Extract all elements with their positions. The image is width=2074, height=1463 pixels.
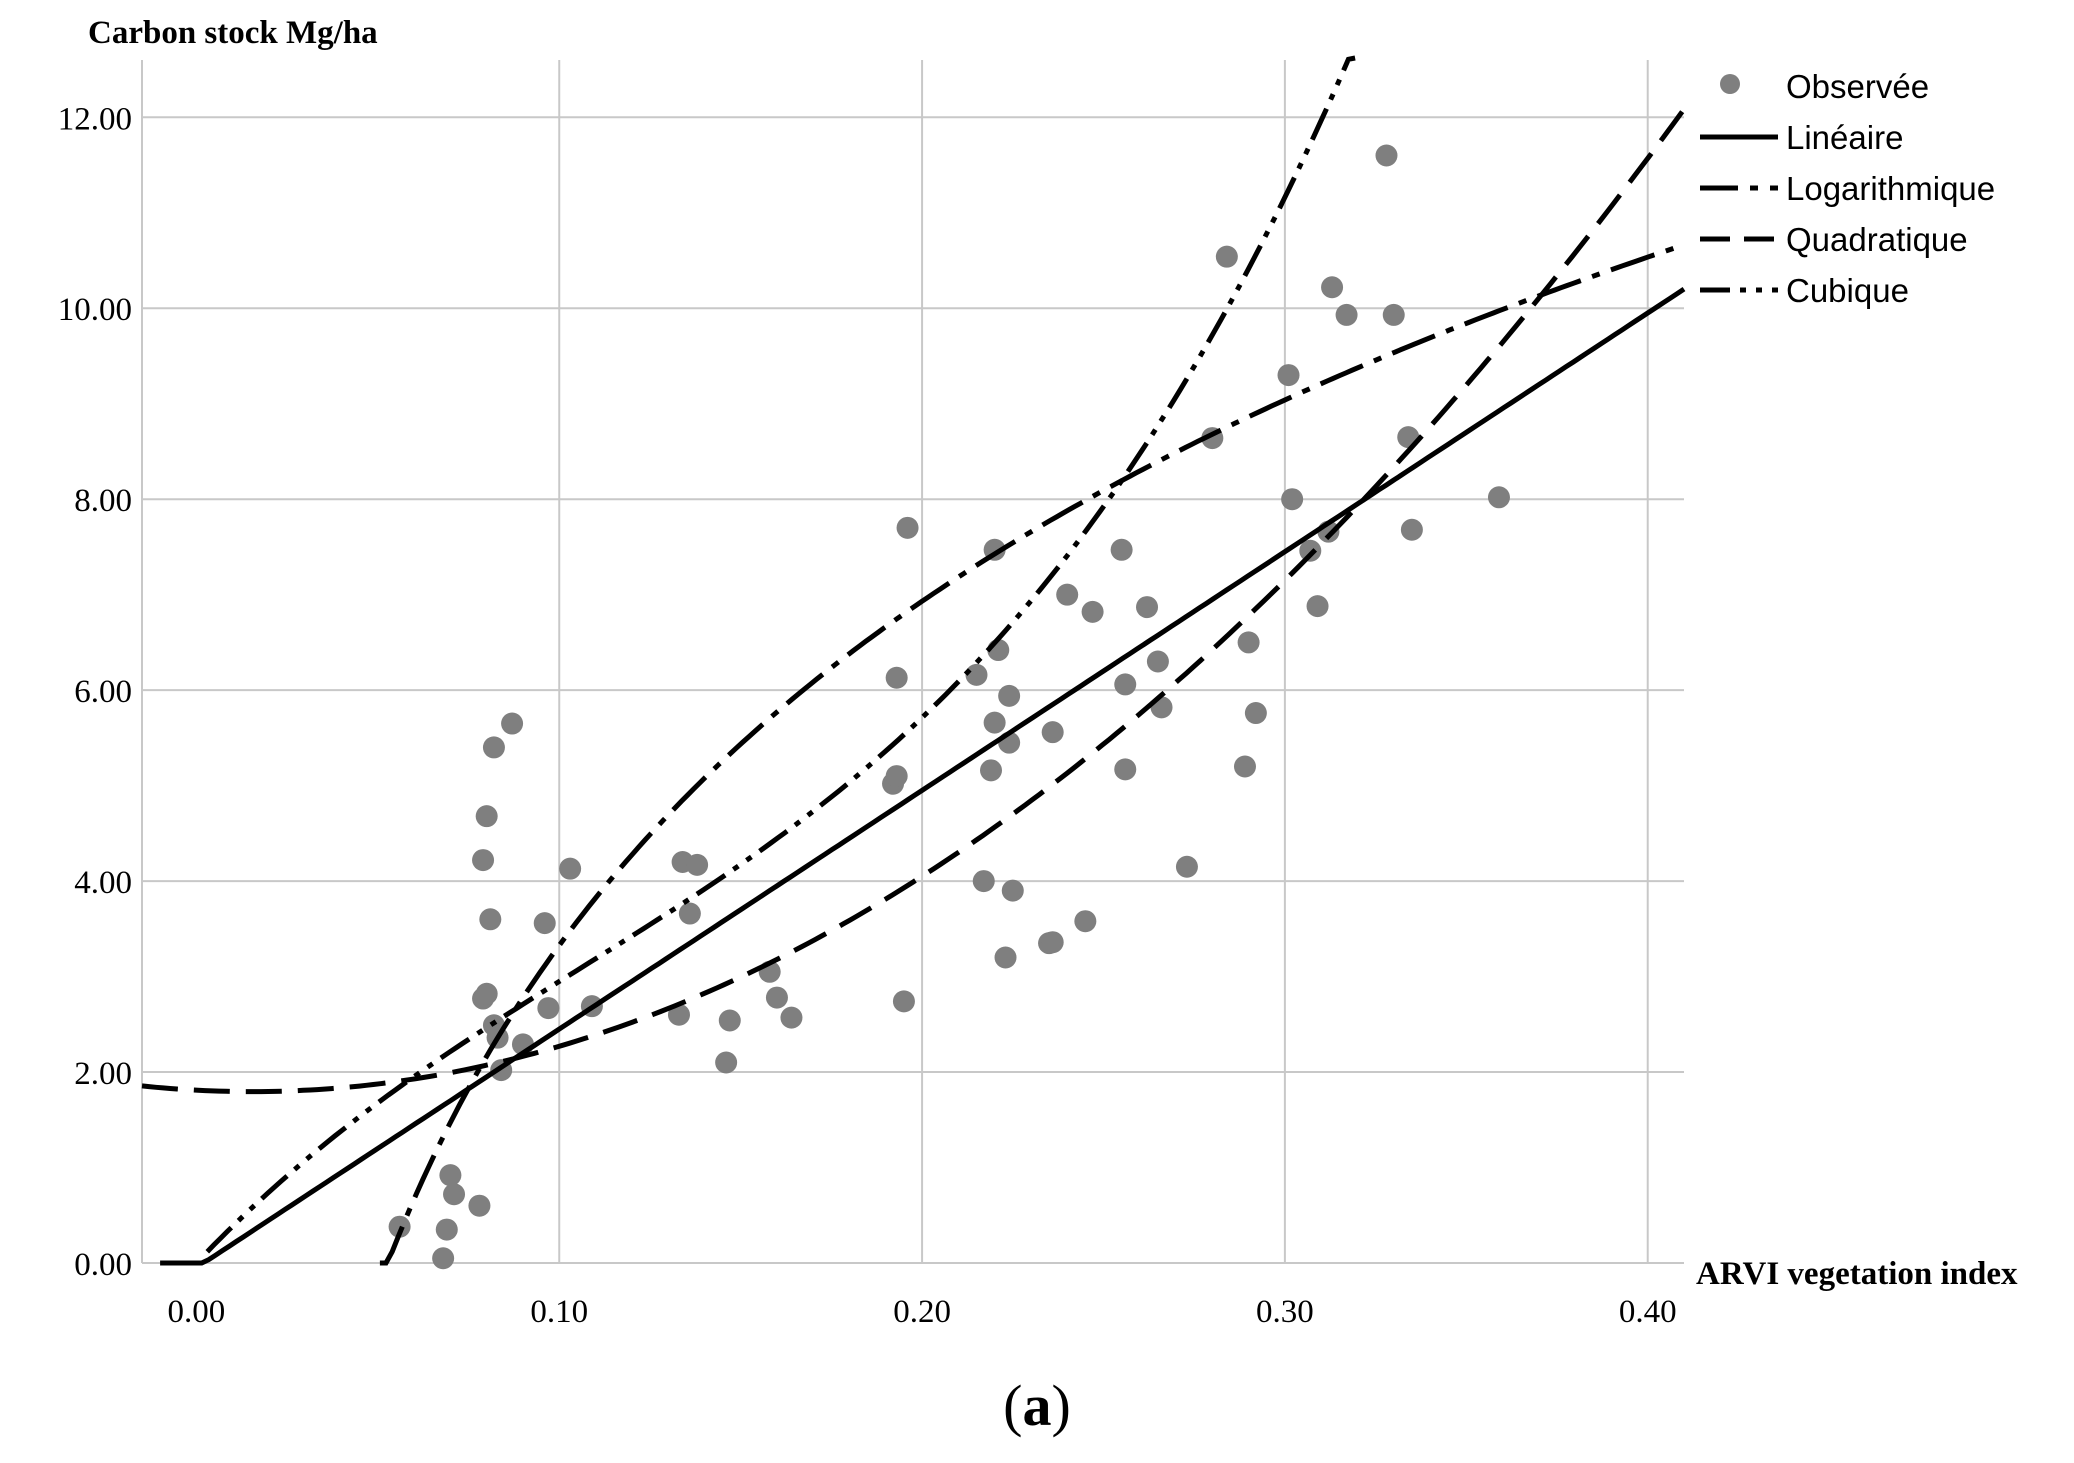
observed-point	[439, 1164, 462, 1187]
observed-point	[765, 986, 788, 1009]
observed-point	[1041, 931, 1064, 954]
legend-marker	[1720, 74, 1740, 94]
fit-curves	[141, 55, 1687, 1266]
observed-point	[435, 1218, 458, 1241]
observed-point	[1306, 595, 1329, 618]
observed-point	[1335, 303, 1358, 326]
observed-point	[1110, 538, 1133, 561]
x-tick-label: 0.20	[893, 1294, 951, 1330]
observed-point	[1237, 631, 1260, 654]
x-tick-label: 0.40	[1619, 1294, 1677, 1330]
legend-item-logarithmique: Logarithmique	[1700, 170, 1995, 207]
observed-point	[1233, 755, 1256, 778]
x-tick-label: 0.00	[168, 1294, 226, 1330]
curve-logarithmique	[379, 242, 1685, 1266]
y-axis-title: Carbon stock Mg/ha	[88, 15, 378, 51]
observed-point	[718, 1009, 741, 1032]
y-tick-label: 10.00	[58, 292, 132, 328]
observed-point	[892, 990, 915, 1013]
caption-close: )	[1052, 1373, 1071, 1438]
observed-point	[678, 902, 701, 925]
y-tick-label: 6.00	[74, 674, 132, 710]
y-tick-labels: 0.00 2.00 4.00 6.00 8.00 10.00 12.00	[58, 101, 132, 1283]
observed-point	[475, 805, 498, 828]
observed-point	[1400, 518, 1423, 541]
y-tick-label: 8.00	[74, 483, 132, 519]
observed-point	[1382, 303, 1405, 326]
legend-item-observee: Observée	[1720, 68, 1929, 105]
observed-point	[885, 666, 908, 689]
observed-point	[715, 1051, 738, 1074]
caption-open: (	[1003, 1373, 1022, 1438]
observed-point	[1114, 758, 1137, 781]
observed-points	[388, 144, 1510, 1270]
curve-cubique	[205, 55, 1356, 1254]
legend-item-cubique: Cubique	[1700, 272, 1909, 309]
caption-letter: a	[1023, 1373, 1052, 1438]
observed-point	[468, 1194, 491, 1217]
observed-point	[686, 853, 709, 876]
observed-point	[983, 711, 1006, 734]
legend-label: Cubique	[1786, 272, 1909, 309]
observed-point	[980, 759, 1003, 782]
observed-point	[1056, 583, 1079, 606]
legend-item-quadratique: Quadratique	[1700, 221, 1968, 258]
observed-point	[537, 997, 560, 1020]
observed-point	[1321, 276, 1344, 299]
legend-label: Observée	[1786, 68, 1929, 105]
observed-point	[1281, 488, 1304, 511]
observed-point	[1136, 596, 1159, 619]
observed-point	[1146, 650, 1169, 673]
observed-point	[472, 849, 495, 872]
x-axis-title: ARVI vegetation index	[1696, 1256, 2018, 1292]
observed-point	[533, 912, 556, 935]
observed-point	[443, 1183, 466, 1206]
observed-point	[1114, 673, 1137, 696]
observed-point	[965, 663, 988, 686]
observed-point	[388, 1215, 411, 1238]
observed-point	[1375, 144, 1398, 167]
x-tick-labels: 0.00 0.10 0.20 0.30 0.40	[168, 1294, 1677, 1330]
observed-point	[896, 516, 919, 539]
observed-point	[1487, 486, 1510, 509]
grid-lines	[142, 60, 1684, 1263]
y-tick-label: 4.00	[74, 865, 132, 901]
legend-item-lineaire: Linéaire	[1700, 119, 1903, 156]
observed-point	[1001, 879, 1024, 902]
legend-label: Linéaire	[1786, 119, 1903, 156]
observed-point	[1299, 539, 1322, 562]
legend: Observée Linéaire Logarithmique Quadratique…	[1700, 68, 1995, 309]
observed-point	[1244, 702, 1267, 725]
observed-point	[1041, 721, 1064, 744]
observed-point	[998, 684, 1021, 707]
observed-point	[1074, 910, 1097, 933]
observed-point	[780, 1006, 803, 1029]
y-tick-label: 0.00	[74, 1247, 132, 1283]
x-tick-label: 0.30	[1256, 1294, 1314, 1330]
observed-point	[475, 982, 498, 1005]
figure-caption: (a)	[1003, 1373, 1071, 1438]
x-tick-label: 0.10	[530, 1294, 588, 1330]
y-tick-label: 2.00	[74, 1056, 132, 1092]
observed-point	[994, 946, 1017, 969]
curve-lineaire	[160, 287, 1686, 1266]
legend-label: Quadratique	[1786, 221, 1968, 258]
observed-point	[479, 908, 502, 931]
curve-quadratique	[141, 107, 1687, 1095]
observed-point	[1215, 245, 1238, 268]
observed-point	[1277, 364, 1300, 387]
observed-point	[482, 736, 505, 759]
observed-point	[559, 857, 582, 880]
legend-label: Logarithmique	[1786, 170, 1995, 207]
y-tick-label: 12.00	[58, 101, 132, 137]
observed-point	[1081, 600, 1104, 623]
axes	[141, 60, 1684, 1264]
observed-point	[1175, 855, 1198, 878]
observed-point	[432, 1247, 455, 1270]
observed-point	[501, 712, 524, 735]
observed-point	[667, 1003, 690, 1026]
observed-point	[885, 765, 908, 788]
observed-point	[972, 870, 995, 893]
